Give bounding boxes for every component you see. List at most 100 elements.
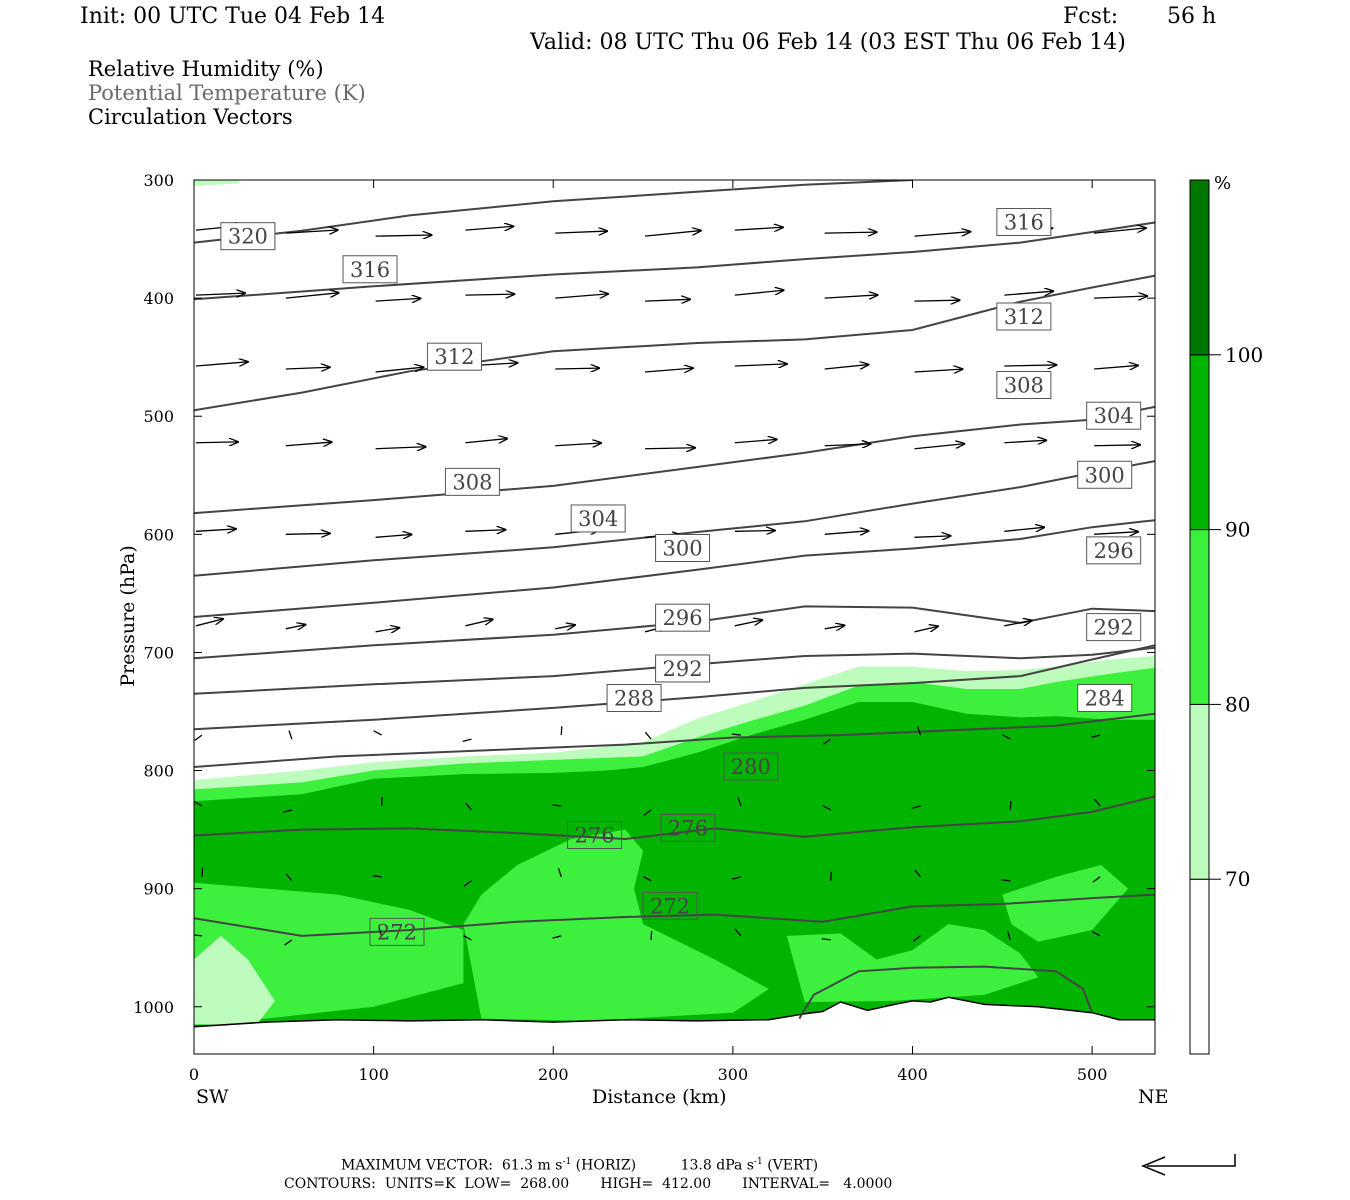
colorbar-segment xyxy=(1189,703,1210,880)
contour-label-box-292 xyxy=(1086,613,1142,642)
rh-fill-80-patch xyxy=(1002,865,1129,942)
circulation-vector xyxy=(824,365,869,370)
plot-frame xyxy=(193,179,1156,1055)
circulation-vector xyxy=(194,801,203,807)
circulation-vector xyxy=(1004,621,1031,627)
contour-label-box-312 xyxy=(996,302,1052,331)
circulation-vector xyxy=(734,290,784,296)
circulation-vector xyxy=(914,369,963,372)
colorbar-tick-label: 90 xyxy=(1225,518,1250,542)
colorbar-tick-label: 80 xyxy=(1225,692,1250,716)
legend-vectors: Circulation Vectors xyxy=(88,105,293,129)
circulation-vector xyxy=(1094,228,1146,234)
theta-contour-284 xyxy=(194,644,1155,731)
circulation-vector xyxy=(195,529,236,531)
x-tick-label: 400 xyxy=(897,1065,928,1084)
x-tick-label: 100 xyxy=(358,1065,389,1084)
circulation-vector xyxy=(1004,440,1046,443)
circulation-vector xyxy=(734,439,777,442)
x-tick-label: 500 xyxy=(1077,1065,1108,1084)
x-axis-left-end: SW xyxy=(196,1086,229,1108)
y-tick-label: 300 xyxy=(143,171,174,190)
circulation-vector xyxy=(1094,445,1140,446)
circulation-vector xyxy=(195,293,245,295)
theta-contour-288 xyxy=(194,646,1155,695)
circulation-vector xyxy=(643,809,652,816)
circulation-vector xyxy=(1094,365,1138,369)
circulation-vector xyxy=(1091,734,1101,738)
circulation-vector xyxy=(465,294,514,295)
circulation-vector xyxy=(734,227,783,230)
circulation-vector xyxy=(195,442,238,443)
circulation-vector xyxy=(555,625,575,629)
circulation-vector xyxy=(552,804,562,807)
contour-label-276: 276 xyxy=(575,824,615,848)
circulation-vector xyxy=(462,738,472,742)
circulation-vector xyxy=(463,934,472,941)
contour-label-320: 320 xyxy=(228,225,268,249)
circulation-vector xyxy=(914,869,922,878)
ground-surface-line xyxy=(194,996,1155,1028)
y-tick-label: 700 xyxy=(143,643,174,662)
circulation-vector xyxy=(372,875,382,878)
circulation-vector xyxy=(1001,879,1011,882)
theta-contour-272 xyxy=(194,893,1155,937)
contour-label-292: 292 xyxy=(663,657,703,681)
circulation-vector xyxy=(285,625,306,629)
circulation-vector xyxy=(824,295,878,298)
circulation-vector xyxy=(1091,930,1101,937)
theta-contour-308 xyxy=(194,274,1155,412)
circulation-vector xyxy=(373,730,382,736)
contour-label-296: 296 xyxy=(1094,539,1134,563)
circulation-vector xyxy=(914,626,938,633)
contour-label-304: 304 xyxy=(578,507,618,531)
circulation-vector xyxy=(914,300,960,301)
circulation-vector xyxy=(201,867,204,877)
contour-label-300: 300 xyxy=(663,536,703,560)
contour-label-316: 316 xyxy=(1004,211,1044,235)
colorbar-tick-label: 70 xyxy=(1225,867,1250,891)
reference-vector-icon xyxy=(1141,1154,1236,1176)
colorbar-segment xyxy=(1189,179,1210,356)
contour-label-box-312 xyxy=(426,342,482,371)
contour-label-box-280 xyxy=(723,752,779,781)
circulation-vector xyxy=(824,531,869,535)
x-tick-label: 300 xyxy=(718,1065,749,1084)
contour-label-box-296 xyxy=(1086,536,1142,565)
circulation-vector xyxy=(375,298,421,301)
circulation-vector xyxy=(822,805,832,811)
circulation-vector xyxy=(731,733,741,736)
circulation-vector xyxy=(282,809,292,813)
y-tick-label: 1000 xyxy=(133,998,174,1017)
contour-label-272: 272 xyxy=(650,894,690,918)
circulation-vector xyxy=(731,876,742,880)
circulation-vector xyxy=(555,231,607,233)
circulation-vector xyxy=(914,232,971,237)
x-axis-title: Distance (km) xyxy=(592,1086,727,1108)
contour-label-box-292 xyxy=(655,654,711,683)
colorbar-unit: % xyxy=(1214,173,1231,194)
circulation-vector xyxy=(375,628,400,632)
colorbar-segment xyxy=(1189,354,1210,531)
legend-theta: Potential Temperature (K) xyxy=(88,81,366,105)
circulation-vector xyxy=(821,938,831,941)
circulation-vector xyxy=(375,534,412,537)
contour-label-box-316 xyxy=(342,255,398,284)
circulation-vector xyxy=(555,368,599,369)
circulation-vector xyxy=(285,293,339,299)
circulation-vector xyxy=(737,797,742,807)
circulation-vector xyxy=(823,738,832,745)
circulation-vector xyxy=(194,934,203,937)
rh-fill-80-patch xyxy=(463,829,769,1021)
contour-label-box-276 xyxy=(660,813,716,842)
contour-label-box-276 xyxy=(567,821,623,849)
circulation-vector xyxy=(463,880,472,887)
circulation-vector xyxy=(734,531,775,532)
contour-label-box-320 xyxy=(220,222,276,251)
circulation-vector xyxy=(1094,296,1147,298)
contour-label-276: 276 xyxy=(668,816,708,840)
rh-fill-70-patch xyxy=(194,935,275,1025)
circulation-vector xyxy=(1092,876,1101,883)
circulation-vector xyxy=(555,294,608,299)
colorbar-tick-label: 100 xyxy=(1225,343,1263,367)
